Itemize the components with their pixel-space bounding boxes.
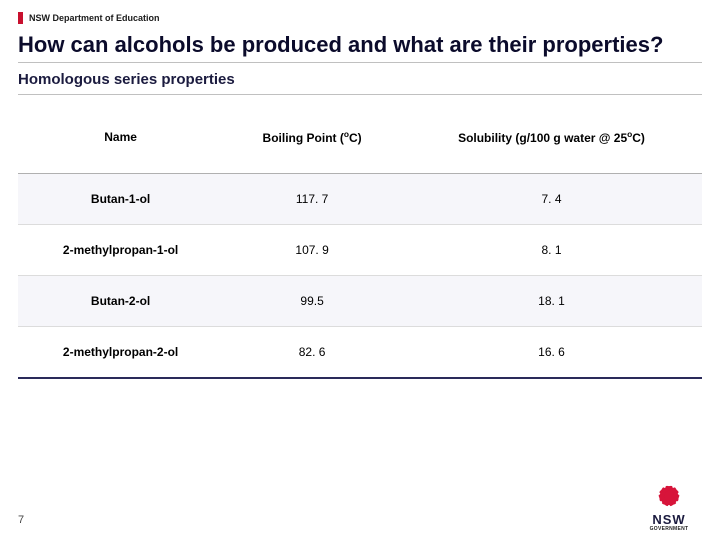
cell-bp: 82. 6	[223, 327, 401, 379]
page-number: 7	[18, 514, 24, 526]
slide: NSW Department of Education How can alco…	[0, 0, 720, 540]
cell-name: Butan-2-ol	[18, 276, 223, 327]
gov-logo-text: GOVERNMENT	[640, 526, 698, 532]
properties-table: Name Boiling Point (oC) Solubility (g/10…	[18, 119, 702, 379]
cell-bp: 99.5	[223, 276, 401, 327]
cell-bp: 117. 7	[223, 174, 401, 225]
page-title: How can alcohols be produced and what ar…	[18, 32, 702, 58]
brand-bar	[18, 12, 23, 24]
table-header-row: Name Boiling Point (oC) Solubility (g/10…	[18, 119, 702, 174]
page-subtitle: Homologous series properties	[18, 71, 702, 88]
col-bp: Boiling Point (oC)	[223, 119, 401, 174]
brand-label: NSW Department of Education	[29, 13, 160, 23]
table-row: 2-methylpropan-1-ol107. 98. 1	[18, 225, 702, 276]
col-name: Name	[18, 119, 223, 174]
col-solubility: Solubility (g/100 g water @ 25oC)	[401, 119, 702, 174]
table-row: Butan-1-ol117. 77. 4	[18, 174, 702, 225]
cell-name: 2-methylpropan-1-ol	[18, 225, 223, 276]
cell-sol: 16. 6	[401, 327, 702, 379]
nsw-gov-logo: NSW GOVERNMENT	[640, 475, 698, 532]
brand-row: NSW Department of Education	[18, 12, 702, 24]
cell-sol: 7. 4	[401, 174, 702, 225]
nsw-logo-text: NSW	[640, 513, 698, 526]
waratah-icon	[650, 475, 688, 513]
table-row: Butan-2-ol99.518. 1	[18, 276, 702, 327]
cell-name: Butan-1-ol	[18, 174, 223, 225]
table-row: 2-methylpropan-2-ol82. 616. 6	[18, 327, 702, 379]
table-body: Butan-1-ol117. 77. 42-methylpropan-1-ol1…	[18, 174, 702, 379]
title-underline	[18, 62, 702, 63]
cell-sol: 8. 1	[401, 225, 702, 276]
subtitle-underline	[18, 94, 702, 95]
cell-name: 2-methylpropan-2-ol	[18, 327, 223, 379]
cell-bp: 107. 9	[223, 225, 401, 276]
cell-sol: 18. 1	[401, 276, 702, 327]
